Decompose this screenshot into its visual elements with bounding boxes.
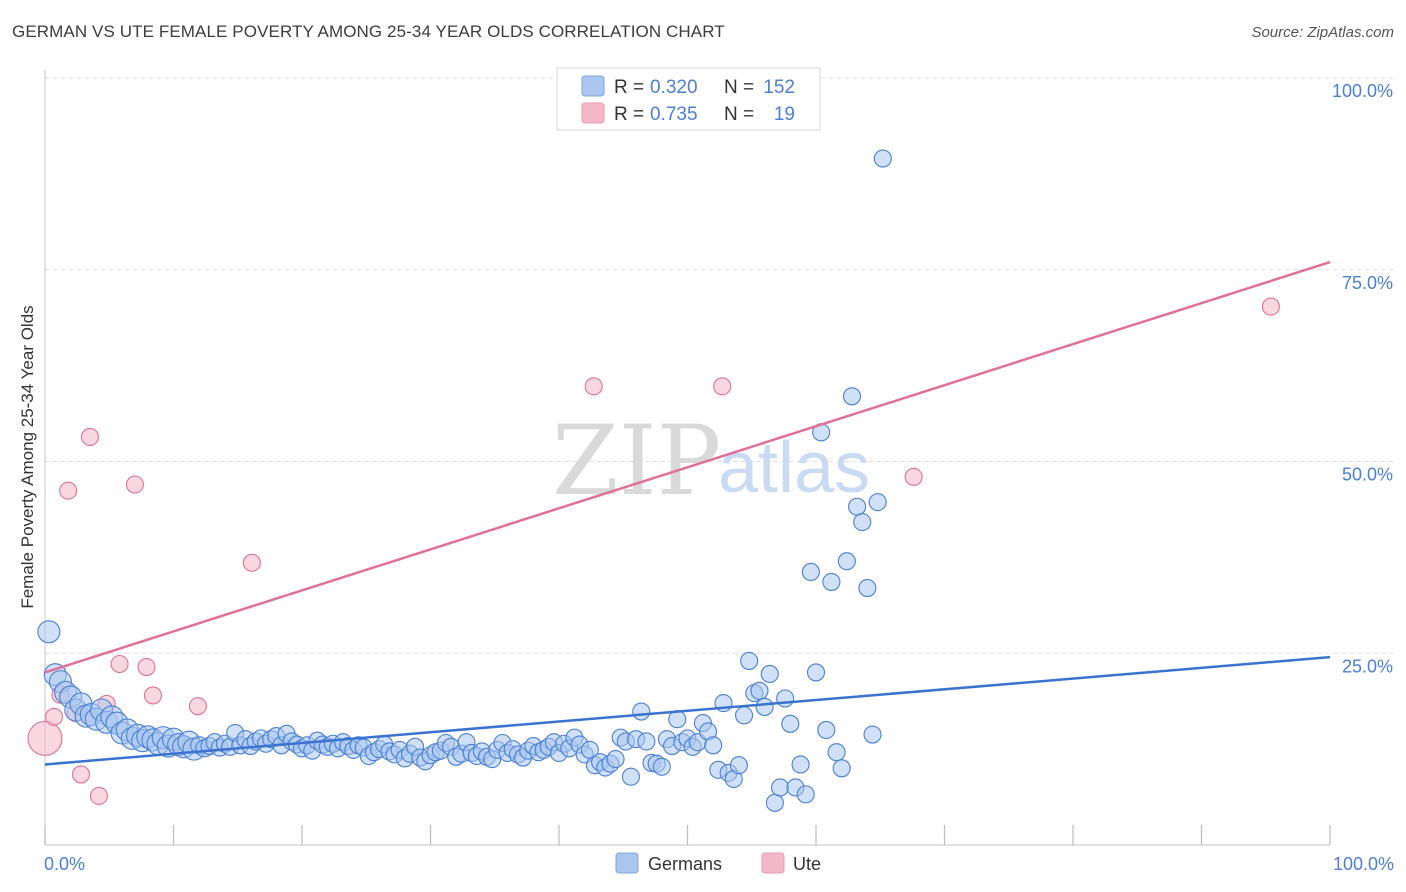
x-tick-label-100: 100.0% [1333,854,1394,874]
german-point [791,755,810,774]
ute-point [1261,297,1280,316]
ute-point [242,553,261,572]
german-point [704,736,723,755]
legend-n-value-german: 152 [763,77,795,98]
german-point [776,689,795,708]
ute-point [71,765,91,784]
watermark-zip: ZIP [552,405,721,517]
ute-point [27,720,63,756]
chart-title: GERMAN VS UTE FEMALE POVERTY AMONG 25-34… [12,22,725,41]
german-point [796,785,815,804]
german-point [770,778,790,797]
german-point [37,620,61,644]
german-point [817,720,836,740]
watermark-atlas: atlas [718,428,870,508]
gridlines [45,77,1393,654]
ute-points [27,297,1280,805]
ute-point [44,707,64,726]
ute-point [584,377,603,396]
ute-trendline [44,260,1331,674]
legend-n-label-ute: N = [724,104,754,125]
ute-point [143,686,162,705]
german-point [863,725,882,744]
x-tick-label-0: 0.0% [44,854,85,874]
legend-r-label-german: R = [614,77,644,98]
legend-r-value-german: 0.320 [650,77,698,98]
y-tick-label-50: 50.0% [1342,465,1393,485]
ute-point [110,654,129,674]
german-point [729,756,748,775]
german-point [868,493,887,512]
y-tick-labels: 25.0% 50.0% 75.0% 100.0% [1332,81,1393,676]
legend-n-label-german: N = [724,77,754,98]
bottom-legend-germans: Germans [648,854,722,874]
german-point [853,513,872,532]
german-point [632,702,651,721]
german-point [765,793,784,812]
ute-point [188,697,207,716]
german-point [837,552,856,571]
german-point [858,579,877,598]
german-point [760,664,779,684]
y-tick-label-100: 100.0% [1332,81,1393,101]
x-axis-ticks [44,825,1331,845]
y-tick-label-75: 75.0% [1342,273,1393,293]
legend-n-value-ute: 19 [774,104,795,125]
bottom-legend: Germans Ute [615,852,821,874]
german-point [755,697,774,716]
german-point [740,651,759,670]
bottom-legend-swatch-germans [615,852,639,874]
legend-swatch-ute [581,102,605,124]
german-point [801,562,820,581]
german-point [652,757,671,776]
german-point [873,149,892,168]
german-point [842,387,862,406]
legend-swatch-german [581,75,605,97]
german-point [621,767,641,786]
legend-r-value-ute: 0.735 [650,104,698,125]
german-point [781,714,800,733]
ute-point [125,475,144,494]
bottom-legend-swatch-ute [761,852,785,874]
german-point [750,681,769,700]
german-point [637,732,656,751]
ute-point [59,481,78,500]
y-tick-label-25: 25.0% [1342,656,1393,676]
legend-r-label-ute: R = [614,104,644,125]
bottom-legend-ute: Ute [793,854,821,874]
ute-point [137,658,156,677]
y-axis-label: Female Poverty Among 25-34 Year Olds [18,305,37,608]
german-point [848,497,867,516]
legend: R = 0.320 N = 152 R = 0.735 N = 19 [556,67,821,131]
german-point [734,706,754,725]
german-point [827,743,846,762]
german-points [37,149,892,812]
ute-point [904,467,923,486]
german-point [832,759,851,778]
german-point [806,663,826,682]
german-point [822,572,841,591]
german-point [606,750,625,769]
ute-point [80,427,100,447]
ute-point [89,786,109,805]
ute-point [713,377,732,396]
source-credit: Source: ZipAtlas.com [1251,24,1394,41]
german-trendline [44,655,1331,766]
